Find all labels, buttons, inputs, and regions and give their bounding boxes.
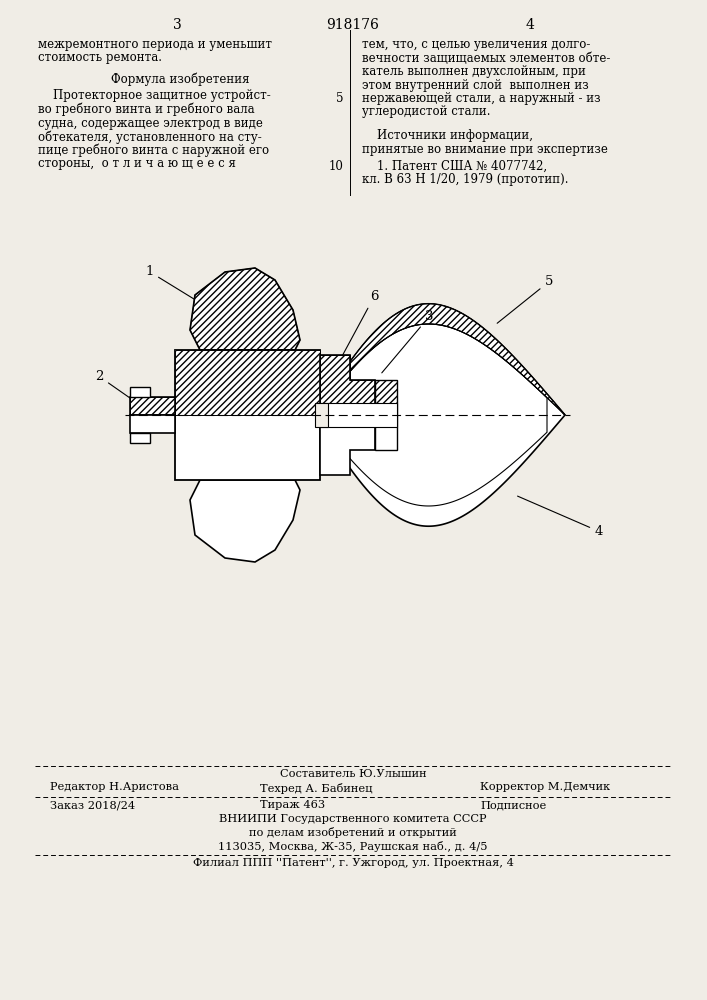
Polygon shape [315, 304, 565, 415]
Text: 10: 10 [329, 160, 344, 173]
Text: пице гребного винта с наружной его: пице гребного винта с наружной его [38, 143, 269, 157]
Text: 3: 3 [173, 18, 182, 32]
Text: 6: 6 [341, 290, 378, 358]
Text: обтекателя, установленного на сту-: обтекателя, установленного на сту- [38, 130, 262, 143]
Bar [175, 350, 320, 480]
Text: 3: 3 [382, 310, 433, 373]
Text: Редактор Н.Аристова: Редактор Н.Аристова [50, 782, 179, 792]
Text: стоимость ремонта.: стоимость ремонта. [38, 51, 162, 64]
Text: принятые во внимание при экспертизе: принятые во внимание при экспертизе [362, 142, 608, 155]
Polygon shape [190, 480, 300, 562]
Text: 4: 4 [525, 18, 534, 32]
Text: Подписное: Подписное [480, 800, 547, 810]
Polygon shape [130, 415, 175, 433]
Text: 1. Патент США № 4077742,: 1. Патент США № 4077742, [362, 160, 547, 173]
Text: ВНИИПИ Государственного комитета СССР: ВНИИПИ Государственного комитета СССР [219, 814, 486, 824]
Text: 5: 5 [497, 275, 554, 323]
Text: нержавеющей стали, а наружный - из: нержавеющей стали, а наружный - из [362, 92, 601, 105]
Text: 5: 5 [337, 92, 344, 105]
Text: Протекторное защитное устройст-: Протекторное защитное устройст- [38, 90, 271, 103]
Text: Тираж 463: Тираж 463 [260, 800, 325, 810]
Polygon shape [315, 304, 565, 526]
Polygon shape [190, 268, 300, 350]
Text: судна, содержащее электрод в виде: судна, содержащее электрод в виде [38, 116, 263, 129]
Text: Составитель Ю.Улышин: Составитель Ю.Улышин [280, 769, 426, 779]
Polygon shape [315, 403, 328, 427]
Text: Филиал ППП ''Патент'', г. Ужгород, ул. Проектная, 4: Филиал ППП ''Патент'', г. Ужгород, ул. П… [192, 858, 513, 868]
Polygon shape [320, 403, 397, 427]
Text: по делам изобретений и открытий: по делам изобретений и открытий [249, 827, 457, 838]
Text: вечности защищаемых элементов обте-: вечности защищаемых элементов обте- [362, 51, 610, 64]
Text: 2: 2 [95, 370, 138, 403]
Polygon shape [320, 355, 375, 415]
Polygon shape [375, 380, 397, 415]
Text: 113035, Москва, Ж-35, Раушская наб., д. 4/5: 113035, Москва, Ж-35, Раушская наб., д. … [218, 840, 488, 852]
Text: Корректор М.Демчик: Корректор М.Демчик [480, 782, 610, 792]
Text: углеродистой стали.: углеродистой стали. [362, 105, 491, 118]
Polygon shape [320, 415, 375, 475]
Polygon shape [130, 397, 175, 415]
Text: 4: 4 [518, 496, 603, 538]
Polygon shape [375, 415, 397, 450]
Text: Техред А. Бабинец: Техред А. Бабинец [260, 782, 373, 794]
Text: 1: 1 [145, 265, 218, 314]
Text: этом внутренний слой  выполнен из: этом внутренний слой выполнен из [362, 79, 589, 92]
Text: Заказ 2018/24: Заказ 2018/24 [50, 800, 135, 810]
Polygon shape [130, 387, 150, 397]
Polygon shape [175, 350, 320, 415]
Text: кл. В 63 Н 1/20, 1979 (прототип).: кл. В 63 Н 1/20, 1979 (прототип). [362, 174, 568, 186]
Polygon shape [130, 433, 150, 443]
Text: Источники информации,: Источники информации, [362, 129, 533, 142]
Text: межремонтного периода и уменьшит: межремонтного периода и уменьшит [38, 38, 272, 51]
Text: 918176: 918176 [327, 18, 380, 32]
Text: тем, что, с целью увеличения долго-: тем, что, с целью увеличения долго- [362, 38, 590, 51]
Text: катель выполнен двухслойным, при: катель выполнен двухслойным, при [362, 65, 586, 78]
Text: Формула изобретения: Формула изобретения [111, 73, 250, 87]
Text: стороны,  о т л и ч а ю щ е е с я: стороны, о т л и ч а ю щ е е с я [38, 157, 236, 170]
Text: во гребного винта и гребного вала: во гребного винта и гребного вала [38, 103, 255, 116]
